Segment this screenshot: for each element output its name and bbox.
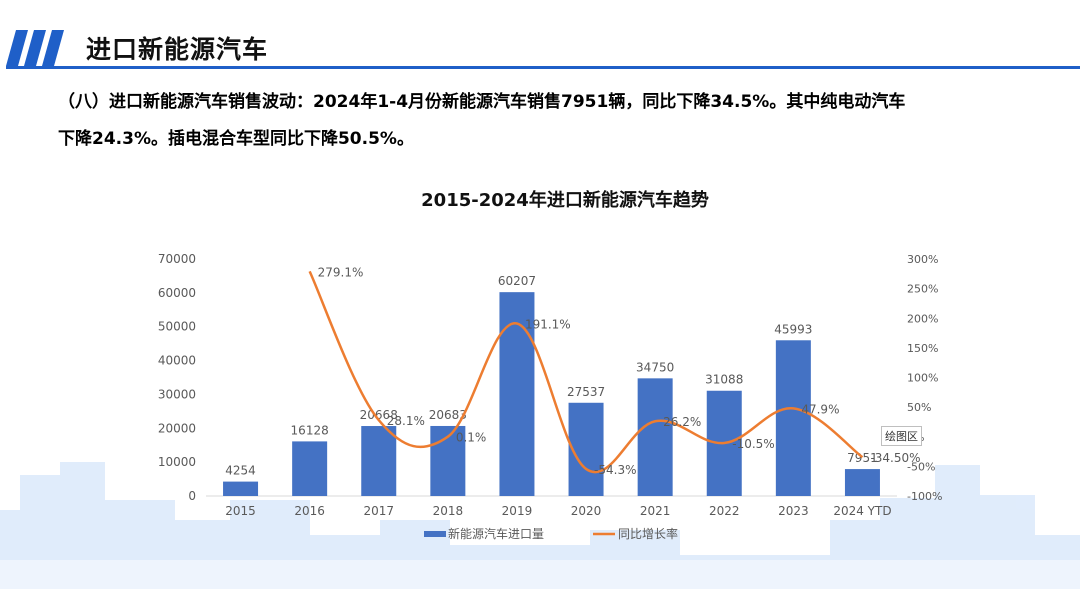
line-data-label: 28.1%: [387, 414, 425, 428]
line-data-label: 279.1%: [318, 265, 364, 279]
y-right-tick-label: 50%: [907, 401, 931, 414]
y-right-tick-label: 150%: [907, 342, 938, 355]
x-tick-label: 2015: [225, 504, 256, 518]
bar-data-label: 45993: [774, 322, 812, 336]
bar-2017[interactable]: [361, 426, 397, 496]
y-right-tick-label: 200%: [907, 312, 938, 325]
line-data-label: 191.1%: [525, 318, 571, 332]
x-tick-label: 2019: [502, 504, 533, 518]
y-left-tick-label: 70000: [158, 252, 196, 266]
bar-data-label: 27537: [567, 385, 605, 399]
intro-paragraph: （八）进口新能源汽车销售波动：2024年1-4月份新能源汽车销售7951辆，同比…: [58, 84, 1048, 158]
bar-2024 YTD[interactable]: [844, 469, 880, 496]
bar-data-label: 16128: [291, 423, 329, 437]
y-right-tick-label: 100%: [907, 372, 938, 385]
y-right-tick-label: -50%: [907, 460, 935, 473]
slide-header: 进口新能源汽车: [0, 22, 1080, 72]
bar-data-label: 34750: [636, 360, 674, 374]
line-data-label: 0.1%: [456, 431, 487, 445]
x-tick-label: 2023: [778, 504, 809, 518]
chart-title: 2015-2024年进口新能源汽车趋势: [421, 190, 709, 211]
y-right-tick-label: -100%: [907, 490, 942, 503]
x-tick-label: 2024 YTD: [833, 504, 891, 518]
bar-2023[interactable]: [775, 340, 811, 496]
x-tick-label: 2020: [571, 504, 602, 518]
line-data-label: -34.50%: [870, 451, 920, 465]
bar-data-label: 60207: [498, 274, 536, 288]
y-left-tick-label: 50000: [158, 320, 196, 334]
line-data-label: -10.5%: [732, 437, 774, 451]
intro-line-1: （八）进口新能源汽车销售波动：2024年1-4月份新能源汽车销售7951辆，同比…: [58, 92, 906, 112]
x-tick-label: 2017: [363, 504, 394, 518]
plot-area-tooltip: 绘图区: [881, 426, 922, 446]
y-left-tick-label: 0: [188, 489, 196, 503]
x-tick-label: 2016: [294, 504, 325, 518]
y-left-tick-label: 20000: [158, 421, 196, 435]
bar-2020[interactable]: [568, 402, 604, 496]
bar-data-label: 4254: [225, 464, 256, 478]
legend-bar-label: 新能源汽车进口量: [448, 526, 544, 541]
x-tick-label: 2022: [709, 504, 740, 518]
legend-bar-swatch: [424, 531, 446, 537]
bar-data-label: 31088: [705, 373, 743, 387]
y-left-tick-label: 10000: [158, 455, 196, 469]
growth-rate-line[interactable]: [308, 270, 864, 474]
bar-data-label: 7951: [847, 451, 878, 465]
bar-2016[interactable]: [292, 441, 328, 496]
page-title: 进口新能源汽车: [86, 35, 269, 64]
y-left-tick-label: 30000: [158, 387, 196, 401]
bar-data-label: 20668: [360, 408, 398, 422]
x-tick-label: 2021: [640, 504, 671, 518]
intro-line-2: 下降24.3%。插电混合车型同比下降50.5%。: [58, 129, 414, 149]
line-data-label: 47.9%: [801, 402, 839, 416]
line-data-label: 26.2%: [663, 415, 701, 429]
header-divider: [6, 66, 1080, 69]
y-right-tick-label: 300%: [907, 253, 938, 266]
y-left-tick-label: 60000: [158, 286, 196, 300]
stripes-logo-icon: [6, 30, 64, 66]
bar-2019[interactable]: [499, 292, 535, 496]
line-data-label: -54.3%: [594, 463, 636, 477]
y-left-tick-label: 40000: [158, 354, 196, 368]
bar-2015[interactable]: [223, 481, 259, 496]
x-tick-label: 2018: [433, 504, 464, 518]
bar-2021[interactable]: [637, 378, 673, 496]
y-right-tick-label: 250%: [907, 283, 938, 296]
bar-data-label: 20683: [429, 408, 467, 422]
legend-line-label: 同比增长率: [618, 526, 678, 541]
